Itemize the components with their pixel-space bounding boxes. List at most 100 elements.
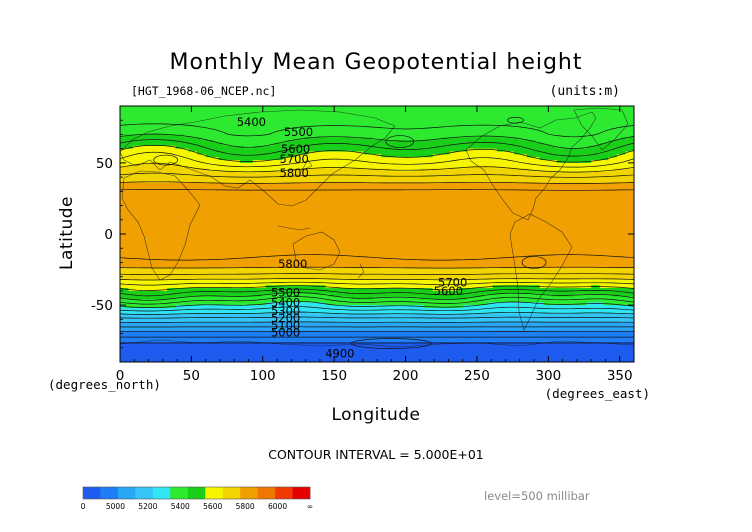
contour-band-cell (244, 347, 250, 352)
contour-band-cell (222, 256, 228, 261)
contour-band-cell (184, 194, 190, 198)
contour-band-cell (338, 171, 344, 175)
contour-band-cell (188, 219, 194, 224)
contour-band-cell (175, 288, 181, 292)
contour-band-cell (167, 125, 172, 130)
contour-band-cell (184, 145, 190, 150)
contour-band-cell (145, 268, 151, 272)
contour-band-cell (278, 353, 284, 357)
contour-band-cell (265, 211, 271, 215)
contour-band-cell (197, 128, 202, 133)
contour-band-cell (124, 145, 130, 150)
contour-band-cell (295, 117, 301, 121)
contour-band-cell (248, 293, 254, 298)
contour-band-cell (351, 162, 357, 167)
contour-band-cell (299, 356, 305, 360)
contour-band-cell (338, 236, 344, 241)
contour-band-cell (325, 199, 331, 204)
contour-band-cell (120, 293, 125, 298)
contour-band-cell (321, 154, 327, 158)
contour-band-cell (329, 174, 335, 178)
contour-band-cell (239, 353, 245, 357)
contour-band-cell (218, 225, 224, 229)
contour-band-cell (257, 248, 262, 252)
contour-band-cell (299, 157, 305, 161)
contour-band-cell (171, 319, 177, 323)
contour-band-cell (269, 293, 275, 298)
contour-band-cell (184, 322, 190, 326)
contour-band-cell (239, 199, 245, 204)
contour-band-cell (351, 179, 357, 184)
contour-band-cell (214, 114, 220, 118)
contour-band-cell (299, 177, 305, 181)
contour-band-cell (351, 302, 357, 306)
contour-band-cell (299, 194, 305, 198)
contour-band-cell (295, 330, 301, 335)
contour-band-cell (325, 120, 331, 124)
contour-band-cell (287, 339, 292, 343)
contour-band-cell (321, 182, 327, 187)
contour-band-cell (128, 276, 134, 281)
contour-band-cell (201, 171, 207, 175)
contour-band-cell (231, 282, 237, 286)
contour-band-cell (252, 296, 258, 301)
contour-band-cell (274, 322, 280, 326)
contour-band-cell (282, 231, 288, 235)
contour-band-cell (197, 117, 202, 121)
contour-band-cell (162, 231, 168, 235)
contour-band-cell (179, 151, 185, 155)
contour-band-cell (342, 160, 348, 164)
contour-band-cell (167, 253, 172, 258)
contour-band-cell (235, 265, 241, 269)
contour-band-cell (128, 333, 134, 337)
contour-band-cell (214, 327, 220, 332)
contour-band-cell (124, 174, 130, 178)
contour-band-cell (239, 197, 245, 201)
contour-band-cell (154, 111, 160, 116)
contour-band-cell (235, 293, 241, 298)
contour-band-cell (162, 140, 168, 144)
contour-band-cell (248, 151, 254, 155)
contour-band-cell (197, 194, 202, 198)
contour-band-cell (342, 171, 348, 175)
contour-band-cell (287, 185, 292, 190)
contour-band-cell (209, 177, 215, 181)
contour-band-cell (278, 282, 284, 286)
contour-band-cell (179, 330, 185, 335)
contour-band-cell (355, 151, 361, 155)
contour-band-cell (158, 336, 164, 340)
contour-band-cell (167, 251, 172, 255)
contour-band-cell (158, 222, 164, 227)
contour-band-cell (184, 225, 190, 229)
contour-band-cell (269, 185, 275, 190)
contour-band-cell (132, 188, 138, 192)
contour-band-cell (175, 179, 181, 184)
contour-band-cell (167, 177, 172, 181)
contour-band-cell (287, 208, 292, 212)
contour-band-cell (278, 108, 284, 113)
contour-band-cell (312, 157, 318, 161)
contour-band-cell (342, 251, 348, 255)
contour-band-cell (128, 188, 134, 192)
contour-band-cell (321, 202, 327, 207)
contour-band-cell (179, 114, 185, 118)
contour-band-cell (145, 182, 151, 187)
contour-band-cell (321, 219, 327, 224)
contour-band-cell (137, 285, 143, 289)
contour-band-cell (175, 248, 181, 252)
contour-band-cell (244, 333, 250, 337)
contour-band-cell (325, 231, 331, 235)
contour-band-cell (304, 142, 310, 147)
contour-band-cell (265, 214, 271, 218)
contour-band-cell (209, 120, 215, 124)
contour-band-cell (154, 327, 160, 332)
contour-band-cell (304, 231, 310, 235)
contour-band-cell (351, 293, 357, 298)
contour-band-cell (342, 148, 348, 153)
contour-band-cell (325, 185, 331, 190)
contour-band-cell (261, 191, 267, 195)
contour-band-cell (145, 359, 151, 362)
contour-band-cell (124, 296, 130, 301)
contour-band-cell (287, 142, 292, 147)
contour-band-cell (162, 339, 168, 343)
